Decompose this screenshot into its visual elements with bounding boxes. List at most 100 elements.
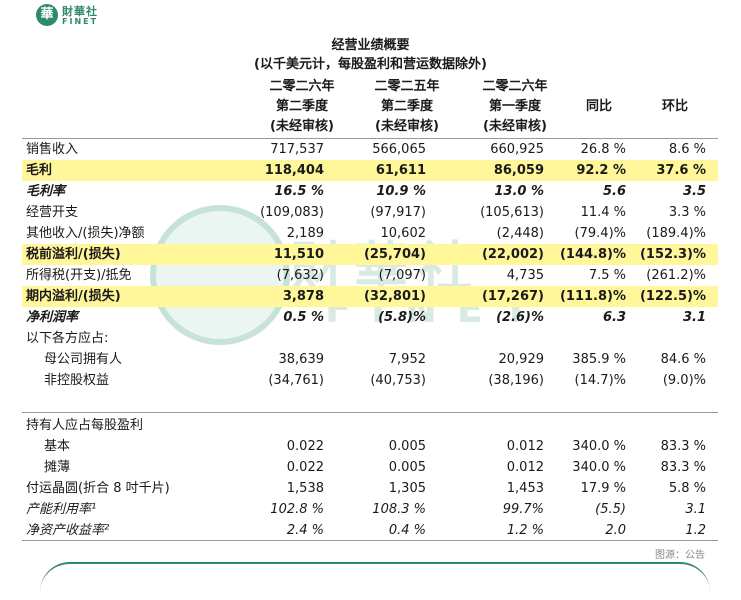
table-cell: 16.5 %: [274, 184, 324, 199]
row-label: 付运晶圆(折合 8 吋千片): [26, 481, 170, 496]
table-row: 所得税(开支)/抵免 (7,632) (7,097) 4,735 7.5 % (261.2…: [22, 265, 718, 286]
table-cell: (105,613): [480, 205, 544, 220]
table-cell: 385.9 %: [572, 352, 626, 367]
table-cell: 61,611: [375, 163, 426, 178]
table-cell: 92.2 %: [576, 163, 626, 178]
section-divider: [22, 412, 718, 413]
column-header-qoq: 环比: [661, 99, 688, 114]
table-cell: (7,097): [378, 268, 426, 283]
table-cell: 0.5 %: [283, 310, 324, 325]
table-cell: 13.0 %: [494, 184, 544, 199]
table-cell: 10.9 %: [376, 184, 426, 199]
table-cell: 1.2: [685, 523, 706, 538]
table-cell: 37.6 %: [656, 163, 706, 178]
table-cell: 5.8 %: [668, 481, 706, 496]
table-cell: 1,453: [506, 481, 544, 496]
table-cell: 7,952: [388, 352, 426, 367]
table-cell: (189.4)%: [646, 226, 706, 241]
table-cell: (40,753): [370, 373, 426, 388]
table-row: 毛利率 16.5 % 10.9 % 13.0 % 5.6 3.5: [22, 181, 718, 202]
table-bottom-rule: [22, 540, 718, 541]
table-row: 母公司拥有人 38,639 7,952 20,929 385.9 % 84.6 %: [22, 349, 718, 370]
table-cell: 11,510: [273, 247, 324, 262]
row-label: 所得税(开支)/抵免: [26, 268, 132, 283]
header-quarter: 第二季度: [275, 99, 328, 114]
table-cell: 340.0 %: [572, 460, 626, 475]
table-cell: 0.4 %: [388, 523, 426, 538]
table-row: 净利润率 0.5 % (5.8)% (2.6)% 6.3 3.1: [22, 307, 718, 328]
row-label: 基本: [44, 439, 71, 454]
table-cell: 2.4 %: [286, 523, 324, 538]
table-cell: 0.022: [286, 439, 324, 454]
table-cell: (14.7)%: [574, 373, 626, 388]
table-cell: (144.8)%: [559, 247, 626, 262]
table-cell: 1,538: [286, 481, 324, 496]
source-note: 图源：公告: [655, 550, 705, 561]
row-label: 持有人应占每股盈利: [26, 418, 144, 433]
table-cell: 5.6: [602, 184, 626, 199]
table-row: 净资产收益率² 2.4 % 0.4 % 1.2 % 2.0 1.2: [22, 520, 718, 541]
row-label: 摊薄: [44, 460, 71, 475]
table-cell: 11.4 %: [580, 205, 626, 220]
header-quarter: 第一季度: [488, 99, 541, 114]
table-cell: (111.8)%: [559, 289, 626, 304]
header-audit: (未经审核): [483, 119, 547, 134]
table-cell: (9.0)%: [662, 373, 706, 388]
table-cell: 118,404: [264, 163, 324, 178]
row-label: 产能利用率¹: [26, 502, 97, 517]
table-cell: (7,632): [276, 268, 324, 283]
table-cell: 6.3: [602, 310, 626, 325]
row-label: 经营开支: [26, 205, 79, 220]
column-header-q2-2026: 二零二六年 第二季度 (未经审核): [252, 77, 352, 137]
table-cell: (22,002): [481, 247, 544, 262]
header-audit: (未经审核): [270, 119, 334, 134]
table-cell: (2.6)%: [496, 310, 544, 325]
table-cell: (17,267): [481, 289, 544, 304]
table-row: 毛利 118,404 61,611 86,059 92.2 % 37.6 %: [22, 160, 718, 181]
table-row: 期内溢利/(损失) 3,878 (32,801) (17,267) (111.8)% (1…: [22, 286, 718, 307]
column-header-q1-2026: 二零二六年 第一季度 (未经审核): [462, 77, 568, 137]
table-top-rule: [22, 138, 718, 139]
table-cell: 84.6 %: [660, 352, 706, 367]
table-cell: 1,305: [388, 481, 426, 496]
table-row: 持有人应占每股盈利: [22, 415, 718, 436]
table-cell: 0.005: [388, 439, 426, 454]
table-cell: (2,448): [496, 226, 544, 241]
row-label: 期内溢利/(损失): [26, 289, 121, 304]
table-cell: 3.5: [682, 184, 706, 199]
table-cell: 660,925: [490, 142, 544, 157]
table-cell: 102.8 %: [270, 502, 324, 517]
table-row: 非控股权益 (34,761) (40,753) (38,196) (14.7)% (9.0…: [22, 370, 718, 391]
table-cell: 10,602: [380, 226, 427, 241]
logo-name-en: FINET: [62, 17, 99, 26]
table-cell: (38,196): [488, 373, 544, 388]
table-cell: 7.5 %: [588, 268, 626, 283]
row-label: 净利润率: [26, 310, 79, 325]
table-cell: 0.012: [506, 460, 544, 475]
finet-logo: 華 財華社 FINET: [36, 2, 106, 30]
table-cell: 99.7%: [502, 502, 544, 517]
logo-name-cn: 財華社: [62, 5, 98, 18]
table-cell: 83.3 %: [660, 460, 706, 475]
table-cell: (25,704): [363, 247, 426, 262]
table-cell: 86,059: [493, 163, 544, 178]
table-cell: 3.3 %: [668, 205, 706, 220]
table-row: 以下各方应占:: [22, 328, 718, 349]
table-cell: 20,929: [498, 352, 545, 367]
table-cell: 26.8 %: [580, 142, 626, 157]
table-cell: 340.0 %: [572, 439, 626, 454]
table-cell: (5.8)%: [378, 310, 426, 325]
row-label: 净资产收益率²: [26, 523, 110, 538]
table-cell: 717,537: [270, 142, 324, 157]
table-cell: 2.0: [605, 523, 626, 538]
table-cell: 17.9 %: [580, 481, 626, 496]
table-row: 摊薄 0.022 0.005 0.012 340.0 % 83.3 %: [22, 457, 718, 478]
table-cell: (34,761): [268, 373, 324, 388]
column-header-yoy: 同比: [585, 99, 612, 114]
header-year: 二零二六年: [269, 79, 335, 94]
table-row: 付运晶圆(折合 8 吋千片) 1,538 1,305 1,453 17.9 % 5.8 %: [22, 478, 718, 499]
column-header-q2-2025: 二零二五年 第二季度 (未经审核): [356, 77, 458, 137]
table-cell: 0.022: [286, 460, 324, 475]
table-cell: 566,065: [372, 142, 426, 157]
table-cell: (32,801): [363, 289, 426, 304]
